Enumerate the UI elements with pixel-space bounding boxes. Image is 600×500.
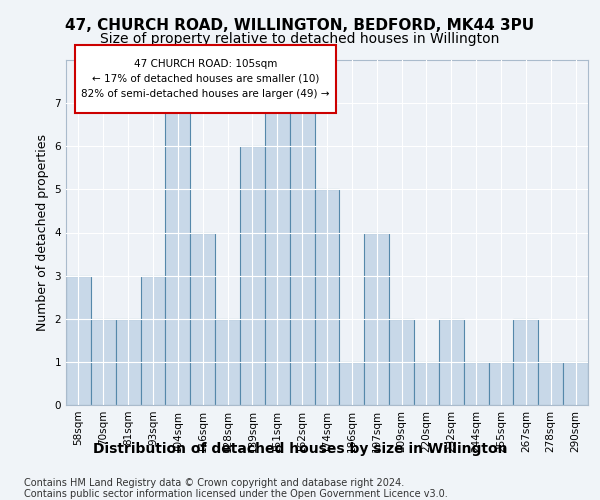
Text: Distribution of detached houses by size in Willington: Distribution of detached houses by size … xyxy=(93,442,507,456)
Bar xyxy=(364,232,389,405)
Text: Contains HM Land Registry data © Crown copyright and database right 2024.
Contai: Contains HM Land Registry data © Crown c… xyxy=(24,478,448,499)
Bar xyxy=(166,103,190,405)
Bar xyxy=(538,362,563,405)
Bar xyxy=(389,319,414,405)
Text: Size of property relative to detached houses in Willington: Size of property relative to detached ho… xyxy=(100,32,500,46)
Bar xyxy=(66,276,91,405)
Bar xyxy=(91,319,116,405)
Bar xyxy=(240,146,265,405)
Bar xyxy=(414,362,439,405)
Bar xyxy=(439,319,464,405)
Y-axis label: Number of detached properties: Number of detached properties xyxy=(36,134,49,331)
Bar xyxy=(514,319,538,405)
Bar xyxy=(265,103,290,405)
Bar xyxy=(340,362,364,405)
Bar xyxy=(314,190,340,405)
Text: 47, CHURCH ROAD, WILLINGTON, BEDFORD, MK44 3PU: 47, CHURCH ROAD, WILLINGTON, BEDFORD, MK… xyxy=(65,18,535,32)
Bar xyxy=(140,276,166,405)
Bar xyxy=(290,103,314,405)
Bar xyxy=(488,362,514,405)
Bar xyxy=(116,319,140,405)
Bar xyxy=(215,319,240,405)
Bar xyxy=(190,232,215,405)
Bar xyxy=(563,362,588,405)
Bar xyxy=(464,362,488,405)
Text: 47 CHURCH ROAD: 105sqm
← 17% of detached houses are smaller (10)
82% of semi-det: 47 CHURCH ROAD: 105sqm ← 17% of detached… xyxy=(81,59,330,98)
